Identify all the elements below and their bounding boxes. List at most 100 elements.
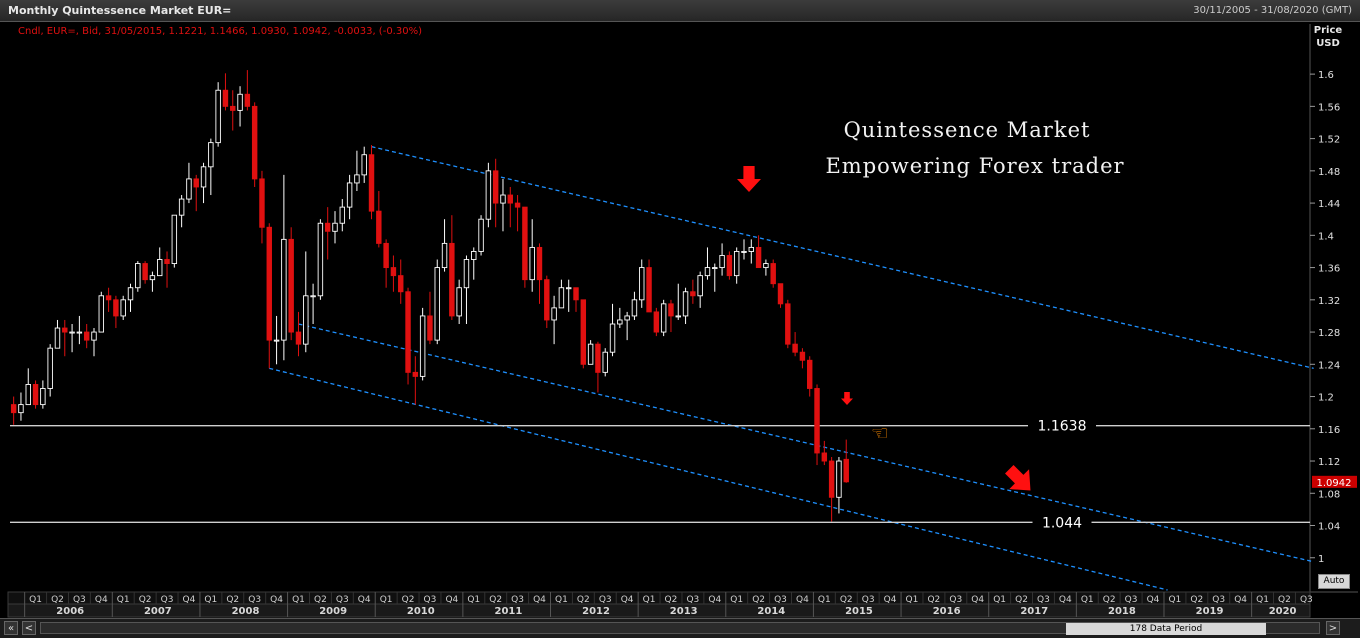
x-year-label: 2006 [56,606,84,617]
candle-body [244,93,251,107]
candle-body [113,299,119,317]
candle-body [712,267,718,270]
x-quarter-label: Q1 [29,595,42,605]
scroll-bar-panel: « < 178 Data Period > [0,618,1360,638]
candle-body [208,142,214,168]
watermark-line-2: Empowering Forex trader [825,154,1124,178]
candle-body [843,458,849,483]
y-tick-label: 1.32 [1318,296,1340,307]
candle-body [726,255,733,277]
candle-body [178,198,185,216]
x-year-label: 2007 [144,606,172,617]
x-quarter-label: Q2 [752,595,765,605]
candle-body [609,323,616,353]
x-year-label: 2017 [1020,606,1048,617]
candle-body [427,315,433,341]
candle-body [98,295,105,333]
candle-body [295,331,302,345]
candle-body [419,315,426,377]
candle-body [76,331,83,334]
candle-body [324,222,331,232]
candle-body [544,279,550,321]
scroll-track[interactable]: 178 Data Period [40,622,1320,635]
candle-body [10,404,17,414]
price-chart[interactable]: 1 1.04 1.08 1.12 1.16 1.2 1.24 1.28 1.32 1.36 1.4 1… [0,22,1360,618]
small-down-arrow-icon [841,392,853,405]
candle-body [259,178,265,228]
x-quarter-label: Q4 [1147,595,1160,605]
candle-body [105,295,112,301]
candle-body [142,263,148,281]
x-quarter-label: Q3 [1212,595,1225,605]
year-label-strip [7,603,1311,618]
candle-body [529,246,535,281]
scroll-first-button[interactable]: « [4,621,18,635]
x-year-label: 2018 [1108,606,1136,617]
x-quarter-label: Q3 [599,595,612,605]
y-tick-label: 1.56 [1318,102,1340,113]
candle-body [200,166,207,188]
candle-body [522,206,528,281]
candle-body [580,299,587,365]
candle-body [785,303,791,345]
candle-body [770,263,776,285]
x-quarter-label: Q1 [467,595,480,605]
x-year-label: 2008 [232,606,260,617]
x-quarter-label: Q3 [862,595,875,605]
candle-body [690,291,696,297]
candle-body [237,93,243,111]
candle-body [288,238,294,333]
candle-body [62,327,68,333]
pointing-hand-icon: ☜ [871,421,889,445]
down-arrow-icon [737,166,761,192]
candle-body [507,194,513,204]
x-quarter-label: Q1 [380,595,393,605]
x-quarter-label: Q2 [402,595,415,605]
candle-body [639,267,645,301]
candle-body [821,452,828,462]
x-quarter-label: Q1 [1168,595,1181,605]
auto-scale-button[interactable]: Auto [1318,574,1350,589]
candle-body [485,170,492,220]
x-quarter-label: Q2 [314,595,327,605]
x-quarter-label: Q2 [489,595,502,605]
chart-title: Monthly Quintessence Market EUR= [8,4,232,17]
candle-body [682,291,689,317]
x-quarter-label: Q3 [949,595,962,605]
candle-body [799,351,806,361]
x-quarter-label: Q3 [73,595,86,605]
price-axis-title: Price [1314,25,1343,36]
candle-body [814,388,820,454]
x-quarter-label: Q2 [1278,595,1291,605]
candle-body [383,242,389,269]
x-quarter-label: Q4 [1234,595,1247,605]
candle-body [456,287,462,317]
candle-body [792,343,798,353]
candle-body [398,275,404,293]
x-quarter-label: Q2 [1015,595,1028,605]
x-quarter-label: Q3 [248,595,261,605]
x-quarter-label: Q4 [884,595,897,605]
candle-body [354,174,360,184]
y-tick-label: 1 [1318,554,1324,565]
x-quarter-label: Q3 [1300,595,1313,605]
candle-body [668,303,674,317]
candle-body [69,331,75,334]
scroll-next-button[interactable]: > [1326,621,1340,635]
candle-body [135,263,141,289]
candle-body [434,267,440,341]
candle-body [777,283,784,305]
x-year-label: 2012 [582,606,610,617]
candle-body [376,210,382,244]
x-quarter-label: Q2 [51,595,64,605]
candle-body [492,170,499,204]
candle-body [514,202,521,208]
candle-body [346,182,353,208]
scroll-prev-button[interactable]: < [22,621,36,635]
x-quarter-label: Q2 [665,595,678,605]
candle-body [828,460,835,498]
x-year-label: 2009 [319,606,347,617]
candle-body [83,331,90,341]
x-quarter-label: Q4 [183,595,196,605]
candle-body [755,246,762,269]
